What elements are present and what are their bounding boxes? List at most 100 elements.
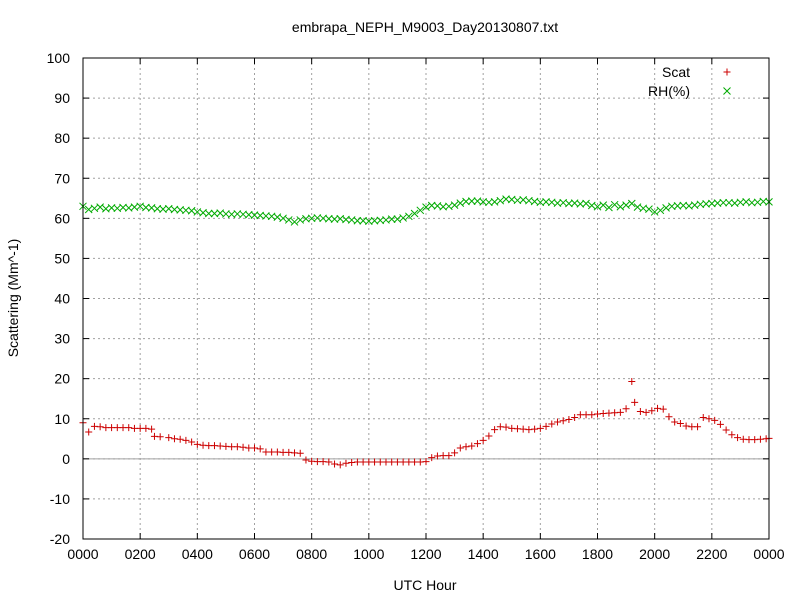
rh-point bbox=[456, 199, 465, 207]
rh-point bbox=[656, 206, 665, 215]
scat-point bbox=[531, 425, 539, 433]
scat-point bbox=[302, 456, 310, 464]
scat-point bbox=[239, 443, 247, 451]
rh-point bbox=[610, 200, 619, 209]
y-tick-label: 30 bbox=[54, 331, 70, 347]
scat-point bbox=[251, 444, 258, 452]
scat-point bbox=[734, 434, 742, 442]
x-tick-label: 1600 bbox=[525, 546, 556, 562]
scat-point bbox=[96, 423, 104, 431]
scat-point bbox=[85, 428, 93, 436]
x-tick-label: 0600 bbox=[239, 546, 270, 562]
scat-point bbox=[648, 407, 656, 415]
scat-point bbox=[422, 458, 430, 466]
scat-point bbox=[631, 398, 639, 406]
scat-point bbox=[125, 424, 133, 432]
legend-marker-rh bbox=[723, 87, 731, 95]
scat-point bbox=[559, 417, 567, 425]
x-tick-label: 0400 bbox=[182, 546, 213, 562]
scat-point bbox=[659, 405, 667, 413]
rh-point bbox=[662, 204, 670, 212]
rh-point bbox=[204, 209, 213, 218]
legend-marker-scat bbox=[723, 68, 731, 76]
x-tick-label: 2000 bbox=[639, 546, 670, 562]
y-tick-label: -10 bbox=[50, 491, 70, 507]
scat-point bbox=[628, 377, 636, 385]
scat-point bbox=[694, 423, 702, 431]
scat-point bbox=[728, 431, 736, 439]
scat-point bbox=[502, 423, 510, 431]
scat-point bbox=[553, 418, 561, 426]
rh-point bbox=[399, 214, 407, 222]
rh-point bbox=[605, 203, 613, 212]
rh-point bbox=[353, 216, 362, 225]
scat-point bbox=[699, 414, 707, 422]
y-tick-label: 70 bbox=[54, 170, 70, 186]
scat-point bbox=[536, 424, 544, 432]
scat-point bbox=[182, 436, 190, 444]
scat-point bbox=[451, 449, 459, 457]
rh-point bbox=[284, 216, 293, 224]
legend-item-rh: RH(%) bbox=[648, 83, 731, 99]
scat-point bbox=[636, 408, 644, 416]
scat-point bbox=[462, 443, 470, 451]
legend-item-scat: Scat bbox=[662, 64, 731, 80]
scat-point bbox=[616, 408, 624, 416]
x-tick-label: 0800 bbox=[296, 546, 327, 562]
scat-point bbox=[705, 415, 713, 423]
scat-point bbox=[716, 420, 724, 428]
rh-point bbox=[582, 199, 590, 208]
scat-point bbox=[542, 422, 550, 430]
legend-label-scat: Scat bbox=[662, 64, 690, 80]
rh-point bbox=[416, 206, 425, 215]
rh-point bbox=[422, 203, 430, 211]
y-axis-label: Scattering (Mm^-1) bbox=[5, 239, 21, 358]
x-tick-label: 0000 bbox=[753, 546, 784, 562]
rh-point bbox=[496, 196, 505, 205]
rh-point bbox=[622, 201, 630, 209]
grid-lines bbox=[83, 58, 769, 539]
scat-point bbox=[176, 435, 184, 443]
rh-point bbox=[290, 218, 299, 226]
scat-point bbox=[473, 440, 481, 448]
scat-point bbox=[571, 414, 579, 422]
rh-point bbox=[645, 205, 653, 213]
data-marks bbox=[79, 195, 773, 469]
rh-point bbox=[719, 198, 728, 207]
y-tick-label: 10 bbox=[54, 411, 70, 427]
scat-point bbox=[296, 449, 304, 457]
scat-point bbox=[325, 458, 333, 466]
legend-marker-rh-symbol bbox=[723, 87, 731, 95]
x-tick-label: 1800 bbox=[582, 546, 613, 562]
rh-point bbox=[96, 203, 105, 211]
x-tick-label: 0000 bbox=[67, 546, 98, 562]
scat-point bbox=[468, 442, 476, 450]
x-tick-label: 2200 bbox=[696, 546, 727, 562]
scat-point bbox=[682, 422, 690, 430]
scat-point bbox=[485, 432, 493, 440]
x-tick-label: 1400 bbox=[468, 546, 499, 562]
rh-point bbox=[599, 201, 608, 209]
y-axis-ticks: -20 -10 0 10 20 30 40 50 60 70 80 90 100 bbox=[47, 50, 769, 547]
rh-point bbox=[404, 212, 413, 221]
rh-point bbox=[593, 202, 602, 211]
rh-point bbox=[616, 202, 625, 211]
scat-point bbox=[148, 425, 156, 433]
scat-point bbox=[722, 426, 730, 434]
x-tick-label: 1000 bbox=[353, 546, 384, 562]
y-tick-label: 0 bbox=[62, 451, 70, 467]
scat-point bbox=[256, 445, 264, 453]
y-tick-label: 40 bbox=[54, 291, 70, 307]
scat-point bbox=[676, 420, 684, 428]
y-tick-label: 50 bbox=[54, 250, 70, 266]
y-tick-label: 60 bbox=[54, 210, 70, 226]
y-tick-label: 20 bbox=[54, 371, 70, 387]
rh-point bbox=[467, 197, 476, 205]
scat-point bbox=[479, 436, 487, 444]
scat-point bbox=[188, 438, 196, 446]
chart-title: embrapa_NEPH_M9003_Day20130807.txt bbox=[292, 19, 558, 35]
x-axis-label: UTC Hour bbox=[393, 577, 456, 593]
scat-point bbox=[193, 440, 201, 448]
scat-point bbox=[711, 416, 719, 424]
